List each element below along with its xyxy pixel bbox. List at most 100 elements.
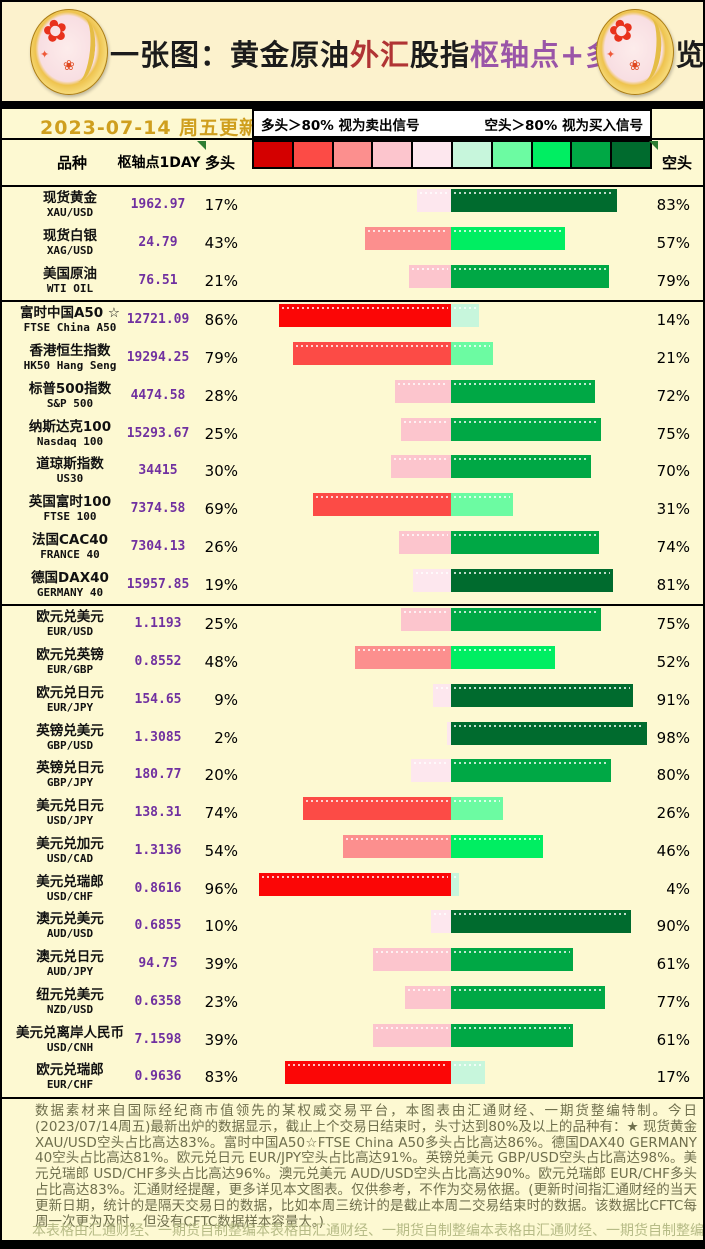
instrument-name-cn: 英国富时100 bbox=[28, 494, 112, 510]
color-scale bbox=[252, 140, 652, 169]
pivot-value: 7374.58 bbox=[130, 501, 186, 516]
table-row: 美元兑离岸人民币 USD/CNH 7.1598 39% 61% bbox=[2, 1022, 703, 1060]
instrument-name-cn: 英镑兑美元 bbox=[36, 722, 104, 739]
pivot-value: 24.79 bbox=[138, 234, 178, 250]
instrument-name: 欧元兑美元 EUR/USD bbox=[4, 609, 136, 638]
table-section-1: 现货黄金 XAU/USD 1962.97 17% 83% 现货白银 XAG/USD 24.79… bbox=[2, 187, 703, 303]
bar-dotted-line bbox=[454, 267, 606, 270]
bull-percent: 28% bbox=[204, 386, 238, 405]
bull-bar bbox=[313, 493, 451, 516]
bull-percent: 54% bbox=[204, 841, 238, 860]
instrument-name: 英镑兑美元 GBP/USD bbox=[4, 723, 136, 752]
instrument-code: EUR/CHF bbox=[46, 1078, 94, 1092]
bear-bar bbox=[451, 455, 591, 479]
scale-swatch-5 bbox=[413, 142, 453, 167]
bear-percent: 31% bbox=[656, 500, 690, 518]
bull-percent: 23% bbox=[204, 992, 238, 1011]
instrument-name: 法国CAC40 FRANCE 40 bbox=[4, 532, 136, 561]
table-row: 法国CAC40 FRANCE 40 7304.13 26% 74% bbox=[2, 529, 703, 567]
bear-percent: 98% bbox=[656, 728, 690, 747]
instrument-code: AUD/USD bbox=[46, 927, 94, 941]
credit-label: 本表格由汇通财经、一期货自制整编 bbox=[256, 1223, 480, 1239]
instrument-code: S&P 500 bbox=[46, 396, 94, 410]
scale-swatch-3 bbox=[333, 142, 374, 167]
bar-dotted-line bbox=[454, 988, 602, 991]
scale-swatch-6 bbox=[452, 142, 493, 167]
pivot-value: 34415 bbox=[138, 463, 178, 479]
instrument-name: 英镑兑日元 GBP/JPY bbox=[4, 760, 136, 789]
instrument-name-cn: 富时中国A50 ☆ bbox=[19, 305, 121, 322]
gold-coin-left-icon: ✿ ❀ ✦ bbox=[30, 9, 108, 95]
table-row: 英镑兑美元 GBP/USD 1.3085 2% 98% bbox=[2, 720, 703, 758]
bar-dotted-line bbox=[454, 571, 610, 574]
bear-percent: 61% bbox=[656, 1030, 690, 1049]
bull-bar bbox=[401, 608, 451, 632]
bar-dotted-line bbox=[454, 533, 596, 536]
bear-bar bbox=[451, 493, 513, 516]
column-header-pivot: 枢轴点1DAY bbox=[117, 155, 201, 171]
bull-percent: 9% bbox=[214, 690, 238, 709]
pivot-value: 0.6358 bbox=[134, 993, 182, 1009]
instrument-name-cn: 纽元兑美元 bbox=[36, 986, 104, 1003]
instrument-name-cn: 英镑兑日元 bbox=[36, 760, 104, 777]
bar-dotted-line bbox=[454, 875, 456, 878]
bull-bar bbox=[401, 417, 451, 441]
bar-dotted-line bbox=[436, 686, 448, 689]
bar-dotted-line bbox=[288, 1064, 448, 1067]
table-row: 美元兑瑞郎 USD/CHF 0.8616 96% 4% bbox=[2, 871, 703, 909]
table-row: 纳斯达克100 Nasdaq 100 15293.67 25% 75% bbox=[2, 416, 703, 454]
bull-bar bbox=[373, 1023, 451, 1047]
instrument-name-cn: 美元兑日元 bbox=[36, 798, 104, 814]
pivot-value: 19294.25 bbox=[126, 350, 190, 365]
table-row: 欧元兑瑞郎 EUR/CHF 0.9636 83% 17% bbox=[2, 1059, 703, 1097]
bear-bar bbox=[451, 759, 611, 783]
instrument-code: USD/CAD bbox=[46, 851, 94, 865]
instrument-code: USD/CNH bbox=[46, 1040, 94, 1054]
instrument-code: AUD/JPY bbox=[46, 965, 94, 978]
instrument-name: 欧元兑瑞郎 EUR/CHF bbox=[4, 1062, 136, 1091]
bull-percent: 30% bbox=[204, 462, 238, 481]
table-row: 英镑兑日元 GBP/JPY 180.77 20% 80% bbox=[2, 757, 703, 795]
table-row: 欧元兑日元 EUR/JPY 154.65 9% 91% bbox=[2, 682, 703, 720]
legend-box: 多头＞80% 视为卖出信号 空头＞80% 视为买入信号 bbox=[252, 109, 652, 138]
bear-bar bbox=[451, 226, 565, 250]
bear-percent: 21% bbox=[656, 349, 690, 367]
column-header-bull: 多头 bbox=[204, 154, 235, 172]
bull-percent: 69% bbox=[204, 500, 238, 518]
table-row: 美国原油 WTI OIL 76.51 21% 79% bbox=[2, 263, 703, 301]
bar-dotted-line bbox=[408, 988, 448, 991]
scale-marker-left-icon bbox=[197, 141, 206, 150]
table-row: 富时中国A50 ☆ FTSE China A50 12721.09 86% 14% bbox=[2, 302, 703, 340]
instrument-code: WTI OIL bbox=[46, 281, 94, 295]
bar-dotted-line bbox=[454, 420, 598, 423]
instrument-code: GBP/USD bbox=[46, 738, 94, 752]
pivot-value: 4474.58 bbox=[130, 387, 186, 403]
instrument-name: 美元兑日元 USD/JPY bbox=[4, 798, 136, 827]
bull-bar bbox=[413, 568, 451, 592]
instrument-name-cn: 现货白银 bbox=[43, 227, 97, 244]
bull-bar bbox=[373, 948, 451, 971]
bear-percent: 72% bbox=[656, 386, 690, 405]
instrument-code: USD/JPY bbox=[46, 814, 94, 827]
instrument-name-cn: 美国原油 bbox=[43, 265, 97, 282]
bear-percent: 46% bbox=[656, 841, 690, 860]
bottom-border-bar bbox=[2, 1240, 703, 1247]
pivot-value: 15293.67 bbox=[126, 425, 190, 441]
instrument-name: 美元兑瑞郎 USD/CHF bbox=[4, 874, 136, 903]
bar-dotted-line bbox=[376, 1026, 448, 1029]
pivot-value: 15957.85 bbox=[126, 576, 190, 592]
bar-dotted-line bbox=[454, 458, 588, 461]
instrument-name: 美国原油 WTI OIL bbox=[4, 266, 136, 295]
instrument-code: EUR/USD bbox=[46, 625, 94, 639]
credits-row: 本表格由汇通财经、一期货自制整编 本表格由汇通财经、一期货自制整编 本表格由汇通… bbox=[32, 1220, 703, 1240]
bull-bar bbox=[405, 985, 451, 1009]
scale-swatch-10 bbox=[612, 142, 650, 167]
bear-bar bbox=[451, 872, 459, 896]
bear-percent: 52% bbox=[656, 653, 690, 671]
table-row: 现货黄金 XAU/USD 1962.97 17% 83% bbox=[2, 187, 703, 225]
instrument-name: 现货白银 XAG/USD bbox=[4, 228, 136, 257]
bar-dotted-line bbox=[420, 192, 448, 194]
table-row: 英国富时100 FTSE 100 7374.58 69% 31% bbox=[2, 491, 703, 529]
bar-dotted-line bbox=[306, 800, 448, 802]
footer-note: 数据素材来自国际经纪商市值领先的某权威交易平台，本图表由汇通财经、一期货整编特制… bbox=[35, 1103, 697, 1230]
